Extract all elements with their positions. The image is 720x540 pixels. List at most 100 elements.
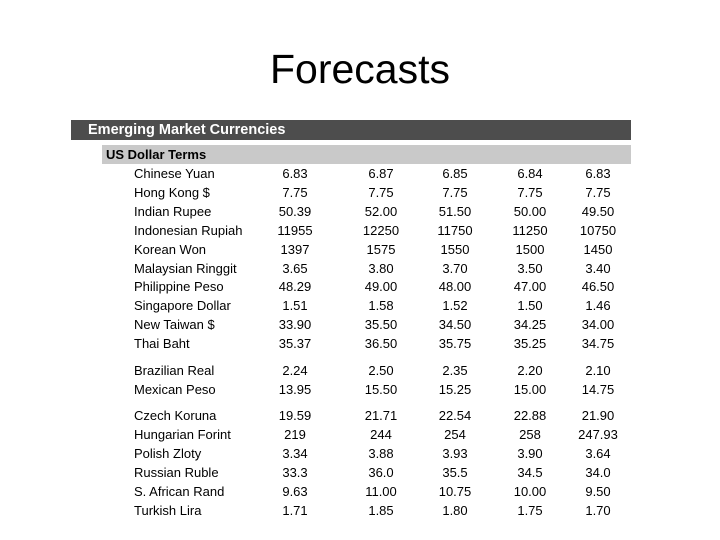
forecast-value: 46.50	[581, 279, 615, 295]
forecast-value: 6.83	[585, 166, 611, 181]
forecast-value: 7.75	[517, 184, 543, 200]
currency-name: Czech Koruna	[134, 408, 217, 423]
forecast-value: 1.50	[517, 298, 543, 314]
forecast-value: 21.90	[581, 408, 615, 423]
forecast-value: 36.50	[364, 336, 398, 352]
forecast-value: 34.75	[581, 336, 615, 352]
currency-name: Chinese Yuan	[134, 166, 215, 181]
table-header: Emerging Market Currencies	[71, 120, 631, 140]
currency-name: Hungarian Forint	[134, 426, 231, 442]
currency-name: Hong Kong $	[134, 184, 210, 200]
currency-name: New Taiwan $	[134, 317, 215, 333]
forecast-value: 15.25	[438, 381, 472, 397]
forecast-value: 3.64	[585, 445, 611, 461]
currency-name: Turkish Lira	[134, 502, 202, 518]
slide-title: Forecasts	[270, 46, 450, 92]
forecast-value: 3.65	[282, 260, 308, 276]
forecast-value: 33.90	[278, 317, 312, 333]
forecast-value: 1450	[583, 241, 613, 257]
forecast-value: 3.93	[442, 445, 468, 461]
forecast-value: 1.71	[282, 502, 308, 518]
forecast-value: 1550	[440, 241, 470, 257]
forecast-value: 1.58	[368, 298, 394, 314]
forecast-value: 50.39	[278, 203, 312, 219]
currency-name: Philippine Peso	[134, 279, 224, 295]
currency-name: Malaysian Ringgit	[134, 260, 237, 276]
forecast-value: 35.75	[438, 336, 472, 352]
forecast-value: 34.25	[513, 317, 547, 333]
forecast-value: 9.63	[282, 483, 308, 499]
table-row: Korean Won 1397 1575 1550 1500 1450	[0, 240, 720, 259]
currency-name: S. African Rand	[134, 483, 225, 499]
forecast-value: 3.40	[585, 260, 611, 276]
forecast-value: 3.90	[517, 445, 543, 461]
forecast-value: 1397	[280, 241, 310, 257]
table-subheader-label: US Dollar Terms	[106, 147, 207, 162]
table-row: Mexican Peso 13.95 15.50 15.25 15.00 14.75	[0, 380, 720, 399]
forecast-value: 48.29	[278, 279, 312, 295]
table-row: Thai Baht 35.37 36.50 35.75 35.25 34.75	[0, 334, 720, 353]
forecast-value: 7.75	[282, 184, 308, 200]
forecast-value: 7.75	[368, 184, 394, 200]
forecast-value: 12250	[362, 222, 400, 238]
forecast-value: 6.85	[442, 166, 468, 181]
forecast-value: 254	[444, 426, 466, 442]
forecast-value: 49.50	[581, 203, 615, 219]
forecast-value: 35.25	[513, 336, 547, 352]
forecast-value: 34.0	[585, 464, 611, 480]
forecast-value: 51.50	[438, 203, 472, 219]
forecast-value: 3.70	[442, 260, 468, 276]
forecast-value: 6.87	[368, 166, 394, 181]
forecast-value: 49.00	[364, 279, 398, 295]
forecast-value: 10.75	[438, 483, 472, 499]
forecast-value: 3.50	[517, 260, 543, 276]
forecast-value: 2.20	[517, 363, 543, 378]
forecast-value: 35.37	[278, 336, 312, 352]
forecast-value: 34.5	[517, 464, 543, 480]
currency-name: Brazilian Real	[134, 363, 215, 378]
currency-name: Singapore Dollar	[134, 298, 231, 314]
forecast-value: 15.00	[513, 381, 547, 397]
forecast-value: 22.54	[438, 408, 472, 423]
forecast-value: 50.00	[513, 203, 547, 219]
forecast-value: 1.85	[368, 502, 394, 518]
currency-name: Korean Won	[134, 241, 207, 257]
table-row: Indian Rupee 50.39 52.00 51.50 50.00 49.50	[0, 202, 720, 221]
forecast-value: 1.70	[585, 502, 611, 518]
currency-name: Russian Ruble	[134, 464, 219, 480]
currency-name: Thai Baht	[134, 336, 190, 352]
forecast-value: 2.24	[282, 363, 308, 378]
forecast-value: 1.46	[585, 298, 611, 314]
table-row: Turkish Lira 1.71 1.85 1.80 1.75 1.70	[0, 501, 720, 520]
forecast-value: 247.93	[578, 426, 618, 442]
forecast-value: 47.00	[513, 279, 547, 295]
forecast-value: 3.88	[368, 445, 394, 461]
forecast-value: 48.00	[438, 279, 472, 295]
forecast-value: 11250	[512, 222, 548, 238]
currency-name: Indian Rupee	[134, 203, 212, 219]
forecast-value: 33.3	[282, 464, 308, 480]
forecast-value: 1.51	[282, 298, 308, 314]
forecast-value: 7.75	[442, 184, 468, 200]
table-row: Brazilian Real 2.24 2.50 2.35 2.20 2.10	[0, 361, 720, 380]
forecast-value: 11.00	[365, 483, 397, 499]
forecast-value: 35.5	[442, 464, 468, 480]
table-row: S. African Rand 9.63 11.00 10.75 10.00 9.50	[0, 482, 720, 501]
forecast-value: 14.75	[581, 381, 615, 397]
forecast-value: 2.10	[585, 363, 611, 378]
table-row: New Taiwan $ 33.90 35.50 34.50 34.25 34.00	[0, 315, 720, 334]
table-row: Polish Zloty 3.34 3.88 3.93 3.90 3.64	[0, 444, 720, 463]
forecast-value: 11750	[437, 222, 473, 238]
forecast-value: 1575	[366, 241, 396, 257]
currency-name: Polish Zloty	[134, 445, 202, 461]
forecast-value: 34.00	[581, 317, 615, 333]
forecast-value: 9.50	[585, 483, 611, 499]
forecast-value: 2.50	[368, 363, 394, 378]
forecast-value: 6.84	[517, 166, 543, 181]
currency-name: Mexican Peso	[134, 381, 216, 397]
forecast-value: 3.34	[282, 445, 308, 461]
table-row: Hong Kong $ 7.75 7.75 7.75 7.75 7.75	[0, 183, 720, 202]
table-subheader: US Dollar Terms	[102, 145, 631, 164]
table-row: Indonesian Rupiah 11955 12250 11750 11250 107…	[0, 221, 720, 240]
forecast-value: 15.50	[364, 381, 398, 397]
